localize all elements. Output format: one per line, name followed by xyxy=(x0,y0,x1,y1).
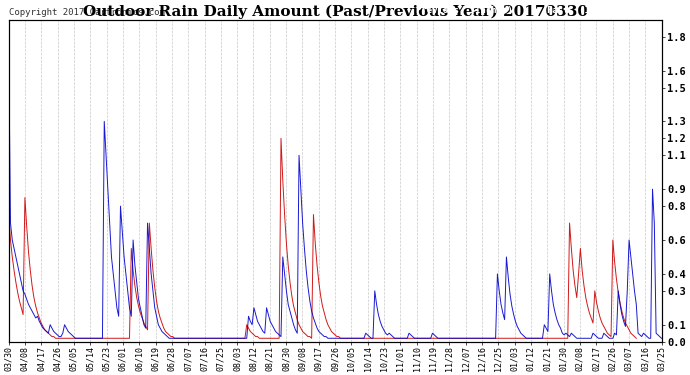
FancyBboxPatch shape xyxy=(528,2,642,20)
Title: Outdoor Rain Daily Amount (Past/Previous Year) 20170330: Outdoor Rain Daily Amount (Past/Previous… xyxy=(83,4,588,18)
Text: Copyright 2017 Cartronics.com: Copyright 2017 Cartronics.com xyxy=(10,8,165,16)
Text: Previous  (Inches): Previous (Inches) xyxy=(415,6,513,15)
FancyBboxPatch shape xyxy=(400,2,528,20)
Text: Past  (Inches): Past (Inches) xyxy=(547,6,622,15)
